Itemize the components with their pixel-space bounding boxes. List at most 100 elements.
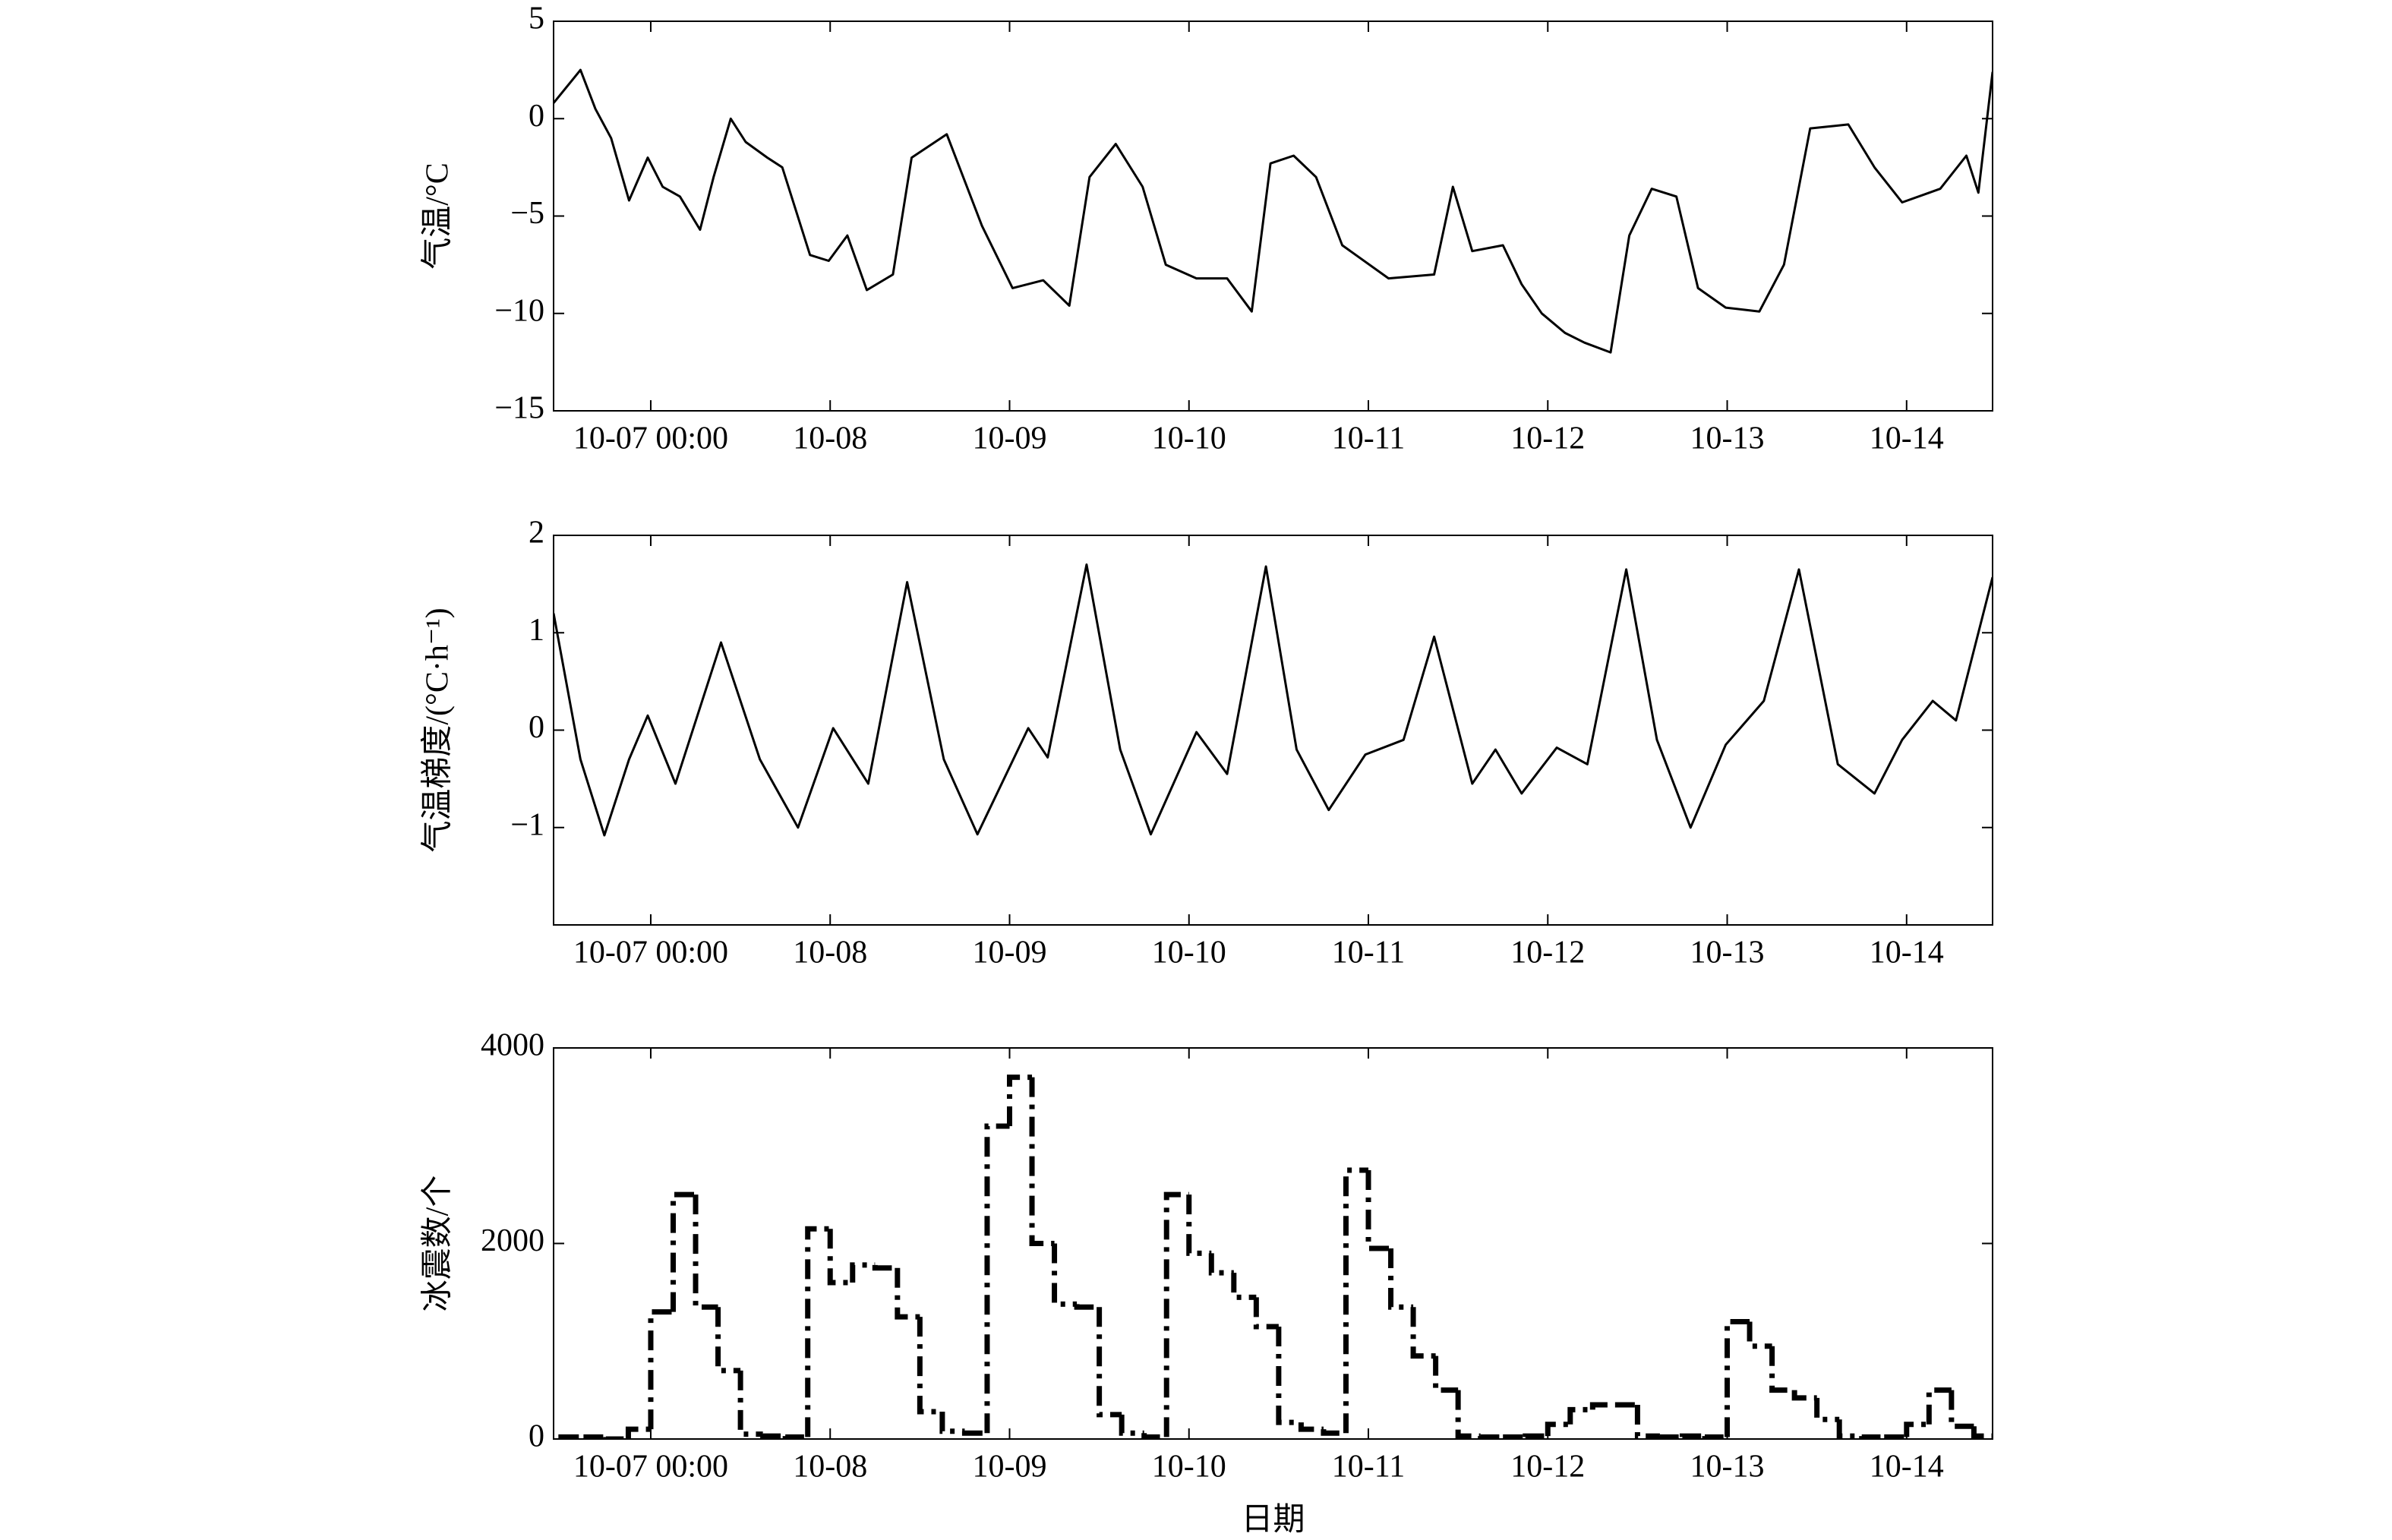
step-bin	[1410, 1307, 1436, 1359]
x-tick-label: 10-12	[1510, 1450, 1585, 1485]
step-bin	[1253, 1297, 1279, 1330]
panel: 0 2000 4000 10-07 00:00 10-08 10-09 10-10 10-11…	[421, 1028, 1993, 1538]
x-tick-label: 10-11	[1332, 421, 1405, 456]
x-tick-label: 10-13	[1690, 1450, 1765, 1485]
step-bin	[1725, 1319, 1750, 1437]
step-bin	[1523, 1433, 1548, 1439]
x-tick-label: 10-10	[1152, 1450, 1226, 1485]
step-bin	[1141, 1433, 1167, 1439]
x-tick-label: 10-07 00:00	[573, 421, 728, 456]
data-line	[554, 68, 1993, 354]
step-bin	[984, 1123, 1010, 1434]
x-tick-label: 10-14	[1870, 421, 1944, 456]
step-bin	[1388, 1248, 1414, 1310]
y-tick-label: 0	[529, 99, 544, 134]
step-bin	[1321, 1429, 1346, 1436]
y-tick-label: 1	[529, 613, 544, 648]
step-bin	[671, 1191, 696, 1312]
x-tick-label: 10-09	[972, 936, 1046, 970]
x-tick-label: 10-07 00:00	[573, 936, 728, 970]
step-bin	[1679, 1433, 1705, 1439]
step-bin	[760, 1433, 786, 1439]
step-bin	[1859, 1434, 1885, 1439]
step-bin	[939, 1411, 965, 1434]
x-tick-label: 10-09	[972, 1450, 1046, 1485]
step-bin	[558, 1434, 584, 1439]
y-tick-label: −1	[510, 807, 544, 842]
step-bin	[1186, 1194, 1212, 1256]
step-bin	[1231, 1273, 1257, 1300]
x-tick-label: 10-10	[1152, 421, 1226, 456]
step-bin	[1052, 1243, 1078, 1307]
x-tick-label: 10-14	[1870, 936, 1944, 970]
step-bin	[1814, 1397, 1840, 1422]
y-tick-label: 5	[529, 2, 544, 36]
x-tick-label: 10-12	[1510, 936, 1585, 970]
step-bin	[895, 1267, 920, 1320]
x-tick-label: 10-11	[1332, 1450, 1405, 1485]
step-bin	[1836, 1419, 1862, 1439]
plot-frame	[553, 1047, 1993, 1440]
step-bin	[805, 1226, 831, 1437]
y-tick-label: −10	[494, 293, 544, 328]
step-bin	[1545, 1422, 1570, 1437]
y-axis-label: 气温梯度/(°C·h⁻¹)	[421, 607, 456, 852]
step-bin	[1208, 1253, 1234, 1276]
step-bin	[1298, 1422, 1324, 1432]
step-bin	[1747, 1321, 1772, 1349]
step-bin	[1029, 1077, 1055, 1246]
y-tick-label: 4000	[481, 1028, 544, 1063]
step-bin	[737, 1370, 763, 1437]
step-bin	[1657, 1434, 1683, 1439]
step-bin	[1343, 1167, 1369, 1434]
step-bin	[1702, 1434, 1728, 1439]
y-axis-label: 冰震数/个	[421, 1176, 456, 1312]
x-tick-label: 10-14	[1870, 1450, 1944, 1485]
x-tick-label: 10-09	[972, 421, 1046, 456]
step-bin	[625, 1426, 651, 1439]
step-bin	[715, 1307, 741, 1374]
step-bin	[693, 1194, 718, 1310]
y-tick-label: 2000	[481, 1223, 544, 1258]
step-bin	[1949, 1390, 1974, 1429]
step-bin	[1074, 1304, 1100, 1310]
step-bin	[1006, 1075, 1033, 1126]
step-bin	[603, 1436, 629, 1439]
step-bin	[1119, 1414, 1144, 1436]
x-tick-label: 10-11	[1332, 936, 1405, 970]
plot-frame	[553, 21, 1993, 412]
step-bin	[1926, 1387, 1952, 1425]
panel: −1 0 1 2 10-07 00:00 10-08 10-09 10-10 10-11 10-1…	[421, 516, 1993, 970]
step-bin	[872, 1264, 898, 1271]
step-bin	[1589, 1402, 1615, 1410]
step-bin	[1097, 1307, 1122, 1418]
step-bin	[782, 1434, 808, 1439]
step-bin	[1634, 1404, 1660, 1439]
x-axis-label: 日期	[1241, 1503, 1305, 1538]
step-bin	[1567, 1406, 1593, 1425]
step-bin	[648, 1309, 674, 1430]
step-bin	[1163, 1191, 1189, 1437]
step-bin	[1478, 1434, 1504, 1439]
panel: −15 −10 −5 0 5 10-07 00:00 10-08 10-09 10-10 10-1…	[421, 2, 1993, 456]
data-line	[554, 563, 1993, 837]
x-tick-label: 10-13	[1690, 936, 1765, 970]
plot-frame	[553, 535, 1993, 926]
step-bin	[1904, 1422, 1930, 1437]
step-bin	[1769, 1346, 1795, 1393]
step-bin	[1971, 1426, 1993, 1439]
step-bin	[1365, 1169, 1391, 1251]
step-bin	[850, 1262, 876, 1283]
step-bin	[1433, 1355, 1459, 1393]
x-tick-label: 10-10	[1152, 936, 1226, 970]
step-bin	[827, 1229, 853, 1286]
y-tick-label: 0	[529, 710, 544, 745]
y-tick-label: −5	[510, 196, 544, 231]
step-bin	[961, 1430, 987, 1436]
step-bin	[1455, 1390, 1481, 1439]
step-bin	[1791, 1390, 1817, 1401]
y-axis-label: 气温/°C	[421, 163, 456, 269]
x-tick-label: 10-12	[1510, 421, 1585, 456]
step-bin	[917, 1317, 942, 1415]
x-tick-label: 10-07 00:00	[573, 1450, 728, 1485]
